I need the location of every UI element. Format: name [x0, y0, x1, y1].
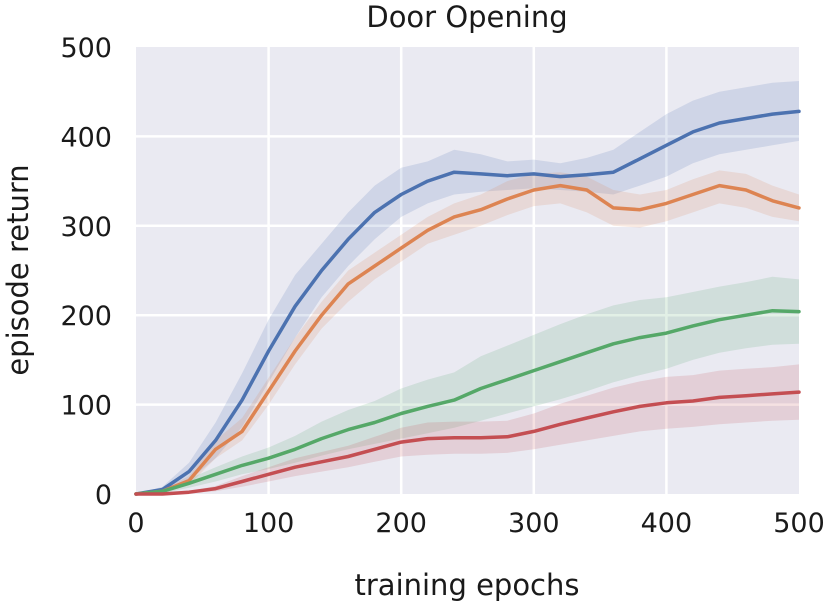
grid: [136, 47, 799, 494]
x-tick-label-2: 200: [375, 508, 427, 539]
y-tick-label-4: 400: [60, 122, 112, 153]
y-tick-label-5: 500: [60, 33, 112, 64]
y-axis-label: episode return: [1, 164, 35, 375]
series-2-band: [136, 170, 799, 494]
series-2-line: [134, 183, 801, 496]
x-tick-label-5: 500: [773, 508, 825, 539]
series-1-line: [134, 109, 801, 496]
x-tick-label-0: 0: [127, 508, 144, 539]
y-tick-label-0: 0: [95, 480, 112, 511]
series-4-band: [136, 364, 799, 494]
y-tick-labels: 0 100 200 300 400 500: [60, 33, 112, 511]
series-3-band: [136, 276, 799, 494]
y-tick-label-3: 300: [60, 212, 112, 243]
series-lines: [134, 109, 801, 496]
series-4-line: [134, 390, 801, 496]
x-tick-labels: 0 100 200 300 400 500: [127, 508, 824, 539]
chart-title: Door Opening: [366, 0, 567, 34]
x-tick-label-1: 100: [243, 508, 295, 539]
series-1-band: [136, 81, 799, 494]
plot-background: [136, 47, 799, 494]
confidence-bands: [136, 81, 799, 494]
series-3-line: [134, 308, 801, 496]
y-tick-label-1: 100: [60, 391, 112, 422]
x-axis-label: training epochs: [355, 568, 580, 602]
x-tick-label-4: 400: [641, 508, 693, 539]
y-tick-label-2: 200: [60, 301, 112, 332]
x-tick-label-3: 300: [508, 508, 560, 539]
